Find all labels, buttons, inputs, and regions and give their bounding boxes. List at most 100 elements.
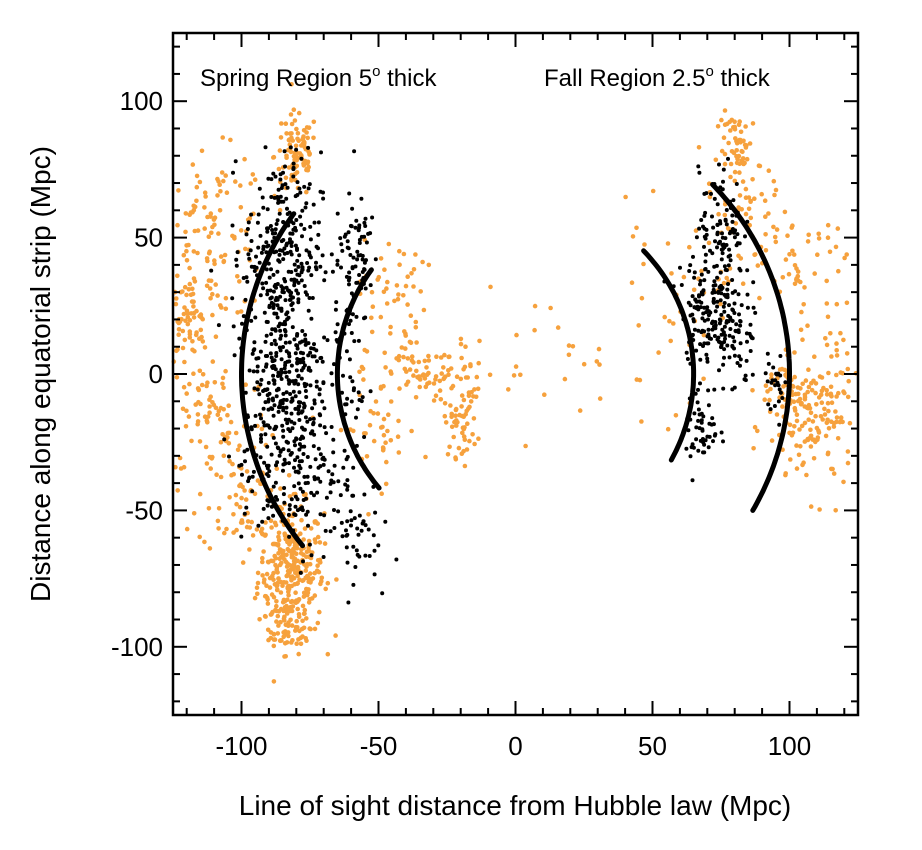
- data-point: [342, 448, 347, 453]
- data-point: [257, 617, 262, 622]
- data-point: [233, 179, 238, 184]
- data-point: [713, 309, 718, 314]
- data-point: [207, 404, 212, 409]
- data-point: [765, 379, 770, 384]
- data-point: [278, 321, 282, 326]
- data-point: [225, 412, 230, 418]
- data-point: [197, 491, 203, 497]
- data-point: [277, 405, 281, 410]
- data-point: [246, 252, 251, 257]
- data-point: [752, 196, 757, 201]
- data-point: [265, 444, 270, 449]
- data-point: [696, 448, 701, 453]
- data-point: [422, 376, 428, 381]
- data-point: [295, 625, 300, 630]
- data-point: [186, 414, 192, 419]
- data-point: [273, 227, 278, 232]
- data-point: [272, 403, 277, 408]
- data-point: [176, 320, 182, 326]
- data-point: [340, 248, 345, 253]
- data-point: [304, 496, 308, 501]
- data-point: [699, 420, 704, 425]
- data-point: [706, 269, 711, 274]
- data-point: [254, 527, 260, 532]
- data-point: [780, 275, 786, 280]
- data-point: [243, 497, 249, 502]
- data-point: [825, 235, 831, 240]
- data-point: [271, 570, 276, 576]
- data-point: [263, 432, 268, 437]
- data-point: [287, 507, 292, 512]
- data-point: [222, 252, 228, 258]
- data-point: [364, 240, 369, 245]
- data-point: [194, 198, 199, 204]
- data-point: [208, 394, 213, 400]
- data-point: [281, 434, 286, 439]
- data-point: [176, 327, 182, 332]
- data-point: [696, 164, 701, 169]
- data-point: [720, 231, 724, 236]
- data-point: [523, 443, 528, 449]
- data-point: [221, 385, 226, 391]
- data-point: [278, 135, 284, 140]
- data-point: [308, 464, 313, 469]
- data-point: [297, 418, 302, 422]
- data-point: [448, 366, 454, 371]
- data-point: [694, 425, 699, 430]
- data-point: [305, 474, 310, 479]
- data-point: [278, 177, 283, 182]
- data-point: [716, 290, 721, 295]
- data-point: [802, 285, 807, 290]
- data-point: [303, 415, 308, 420]
- data-point: [459, 393, 465, 398]
- data-point: [215, 518, 221, 524]
- data-point: [817, 507, 822, 512]
- data-point: [261, 205, 266, 210]
- data-point: [356, 338, 361, 343]
- data-point: [357, 237, 362, 242]
- data-point: [714, 263, 719, 268]
- data-point: [299, 278, 304, 283]
- data-point: [249, 318, 254, 323]
- data-point: [339, 242, 344, 247]
- data-point: [261, 406, 266, 411]
- data-point: [449, 414, 454, 420]
- data-point: [278, 328, 283, 333]
- data-point: [275, 582, 280, 588]
- data-point: [426, 262, 432, 268]
- data-point: [292, 283, 297, 288]
- data-point: [735, 361, 740, 365]
- data-point: [413, 325, 419, 330]
- data-point: [438, 355, 444, 360]
- data-point: [306, 545, 311, 551]
- data-point: [724, 268, 729, 273]
- data-point: [743, 234, 747, 239]
- data-point: [273, 174, 278, 179]
- data-point: [259, 439, 263, 444]
- data-point: [235, 250, 240, 255]
- data-point: [831, 424, 837, 429]
- data-point: [357, 273, 362, 277]
- data-point: [679, 283, 684, 287]
- data-point: [743, 195, 749, 200]
- data-point: [271, 484, 276, 489]
- data-point: [264, 583, 269, 588]
- data-point: [577, 408, 583, 413]
- data-point: [629, 280, 635, 286]
- data-point: [803, 378, 809, 383]
- data-point: [218, 474, 224, 480]
- data-point: [265, 207, 270, 212]
- data-point: [331, 437, 336, 442]
- data-point: [209, 268, 214, 273]
- data-point: [306, 308, 311, 313]
- data-point: [811, 456, 817, 461]
- data-point: [200, 316, 205, 322]
- data-point: [369, 289, 375, 295]
- data-point: [384, 301, 390, 306]
- data-point: [313, 457, 318, 462]
- data-point: [328, 529, 333, 534]
- data-point: [806, 367, 811, 373]
- data-point: [185, 321, 191, 327]
- data-point: [426, 370, 431, 376]
